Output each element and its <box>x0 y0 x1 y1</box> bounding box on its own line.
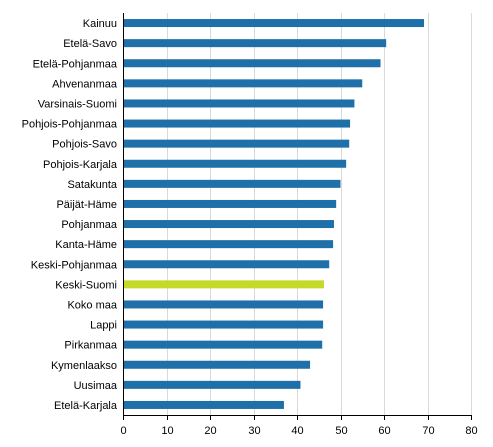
bar-etelä-pohjanmaa <box>124 59 381 68</box>
category-label: Pohjois-Karjala <box>43 159 118 171</box>
category-label: Koko maa <box>67 299 117 311</box>
category-label: Pirkanmaa <box>64 340 117 352</box>
bar-keski-pohjanmaa <box>124 260 330 269</box>
x-tick-label: 20 <box>204 425 216 437</box>
category-label: Etelä-Savo <box>63 38 117 50</box>
category-label: Päijät-Häme <box>56 199 117 211</box>
x-tick-label: 70 <box>422 425 434 437</box>
x-tick-label: 10 <box>161 425 173 437</box>
x-tick-label: 30 <box>248 425 260 437</box>
bar-lappi <box>124 320 324 329</box>
bars <box>124 19 425 409</box>
category-label: Pohjanmaa <box>61 219 118 231</box>
bar-etelä-savo <box>124 39 387 48</box>
x-tick-label: 80 <box>465 425 477 437</box>
category-label: Keski-Pohjanmaa <box>31 259 118 271</box>
bar-pohjois-savo <box>124 139 350 148</box>
category-label: Ahvenanmaa <box>52 78 118 90</box>
category-label: Lappi <box>90 320 117 332</box>
x-tick-label: 60 <box>378 425 390 437</box>
bar-varsinais-suomi <box>124 99 355 108</box>
x-tick-label: 40 <box>291 425 303 437</box>
x-tick-label: 50 <box>335 425 347 437</box>
bar-koko-maa <box>124 300 324 309</box>
category-label: Varsinais-Suomi <box>38 98 117 110</box>
category-label: Satakunta <box>67 179 117 191</box>
bar-satakunta <box>124 179 341 188</box>
category-labels: Kainuu Etelä-Savo Etelä-Pohjanmaa Ahvenanma… <box>22 18 118 412</box>
bar-kanta-häme <box>124 240 334 249</box>
bar-pohjois-pohjanmaa <box>124 119 351 128</box>
bar-etelä-karjala <box>124 400 284 409</box>
bar-ahvenanmaa <box>124 79 363 88</box>
bar-uusimaa <box>124 380 301 389</box>
category-label: Etelä-Karjala <box>54 400 118 412</box>
category-label: Uusimaa <box>74 380 118 392</box>
bar-päijät-häme <box>124 199 337 208</box>
bar-pohjois-karjala <box>124 159 347 168</box>
category-label: Kymenlaakso <box>51 360 117 372</box>
bar-pirkanmaa <box>124 340 323 349</box>
category-label: Kanta-Häme <box>55 239 117 251</box>
gridlines <box>167 13 472 415</box>
bar-keski-suomi <box>124 280 324 289</box>
x-tick-label: 0 <box>120 425 126 437</box>
bar-kymenlaakso <box>124 360 311 369</box>
category-label: Pohjois-Pohjanmaa <box>22 119 118 131</box>
category-label: Pohjois-Savo <box>52 139 117 151</box>
category-label: Kainuu <box>83 18 117 30</box>
bar-kainuu <box>124 19 425 28</box>
category-label: Etelä-Pohjanmaa <box>33 58 118 70</box>
x-axis: 0 10 20 30 40 50 60 70 80 <box>120 13 478 437</box>
category-label: Keski-Suomi <box>55 279 117 291</box>
bar-pohjanmaa <box>124 220 334 229</box>
